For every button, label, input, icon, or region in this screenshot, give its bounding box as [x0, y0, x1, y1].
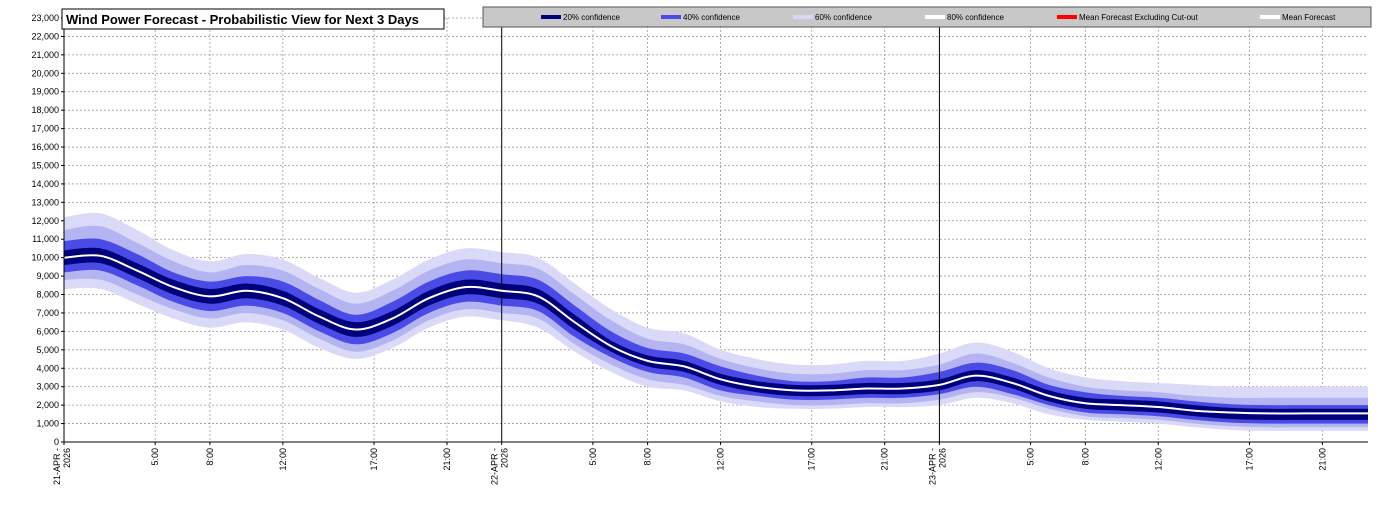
y-tick-label: 18,000	[31, 105, 59, 115]
legend-item: 60% confidence	[793, 13, 872, 22]
legend-label: 20% confidence	[563, 13, 620, 22]
x-tick-label: 8:00	[643, 448, 653, 466]
y-tick-labels: 0 1,000 2,000 3,000 4,000 5,000 6,000 7,000 8,00…	[31, 13, 59, 447]
day-separator-layer	[501, 10, 940, 442]
x-tick-label-line: 21-APR -	[52, 448, 62, 485]
title-box: Wind Power Forecast - Probabilistic View…	[61, 8, 445, 30]
grid-layer	[64, 17, 1368, 442]
y-tick-label: 2,000	[36, 400, 59, 410]
legend: 20% confidence 40% confidence 60% confiden…	[482, 6, 1372, 28]
x-tick-label: 17:00	[807, 448, 817, 471]
legend-label: Mean Forecast Excluding Cut-out	[1079, 13, 1199, 22]
x-tick-label-line: 23-APR -	[927, 448, 937, 485]
x-tick-label: 12:00	[278, 448, 288, 471]
y-tick-label: 16,000	[31, 142, 59, 152]
band-layer	[64, 212, 1368, 431]
x-tick-label: 21:00	[880, 448, 890, 471]
y-tick-label: 14,000	[31, 179, 59, 189]
legend-item: Mean Forecast Excluding Cut-out	[1057, 13, 1199, 22]
y-tick-label: 9,000	[36, 271, 59, 281]
y-tick-label: 12,000	[31, 216, 59, 226]
title-frame	[61, 8, 445, 30]
legend-item: 40% confidence	[661, 13, 740, 22]
legend-label: 80% confidence	[947, 13, 1004, 22]
confidence-band-40	[64, 238, 1368, 424]
x-tick-label: 12:00	[716, 448, 726, 471]
x-tick-label: 23-APR -2026	[927, 448, 947, 485]
legend-label: 40% confidence	[683, 13, 740, 22]
y-tick-label: 6,000	[36, 326, 59, 336]
y-tick-label: 7,000	[36, 308, 59, 318]
y-tick-label: 15,000	[31, 160, 59, 170]
legend-item: 80% confidence	[925, 13, 1004, 22]
y-tick-label: 23,000	[31, 13, 59, 23]
x-tick-label: 21-APR -2026	[52, 448, 72, 485]
x-tick-label: 22-APR -2026	[490, 448, 510, 485]
y-tick-label: 20,000	[31, 68, 59, 78]
x-tick-label: 17:00	[369, 448, 379, 471]
legend-label: 60% confidence	[815, 13, 872, 22]
y-tick-label: 5,000	[36, 345, 59, 355]
y-tick-label: 17,000	[31, 124, 59, 134]
confidence-band-60	[64, 225, 1368, 428]
x-tick-label: 5:00	[588, 448, 598, 466]
y-tick-label: 4,000	[36, 363, 59, 373]
y-tick-label: 13,000	[31, 197, 59, 207]
x-tick-label-line: 22-APR -	[490, 448, 500, 485]
x-tick-label-line: 2026	[62, 448, 72, 468]
y-tick-label: 1,000	[36, 419, 59, 429]
chart-title: Wind Power Forecast - Probabilistic View…	[66, 12, 419, 27]
y-tick-label: 0	[54, 437, 59, 447]
axis-layer	[61, 12, 1368, 445]
y-tick-label: 3,000	[36, 382, 59, 392]
x-tick-label: 8:00	[1080, 448, 1090, 466]
x-tick-label: 8:00	[205, 448, 215, 466]
mean-layer	[63, 254, 1368, 415]
mean-forecast-line	[63, 254, 1368, 415]
x-tick-label: 12:00	[1153, 448, 1163, 471]
legend-label: Mean Forecast	[1282, 13, 1336, 22]
y-tick-label: 10,000	[31, 253, 59, 263]
x-tick-label: 17:00	[1244, 448, 1254, 471]
y-tick-label: 11,000	[32, 234, 59, 244]
legend-item: 20% confidence	[541, 13, 620, 22]
y-tick-label: 22,000	[31, 31, 59, 41]
legend-item: Mean Forecast	[1260, 13, 1336, 22]
x-tick-label: 5:00	[1026, 448, 1036, 466]
x-tick-labels: 21-APR -2026 5:00 8:00 12:00 17:00 21:00 22-AP…	[52, 448, 1327, 485]
x-tick-label: 5:00	[150, 448, 160, 466]
y-tick-label: 8,000	[36, 290, 59, 300]
x-tick-label-line: 2026	[937, 448, 947, 468]
x-tick-label: 21:00	[1317, 448, 1327, 471]
x-tick-label: 21:00	[442, 448, 452, 471]
y-tick-label: 21,000	[31, 50, 59, 60]
y-tick-label: 19,000	[31, 87, 59, 97]
x-tick-label-line: 2026	[500, 448, 510, 468]
